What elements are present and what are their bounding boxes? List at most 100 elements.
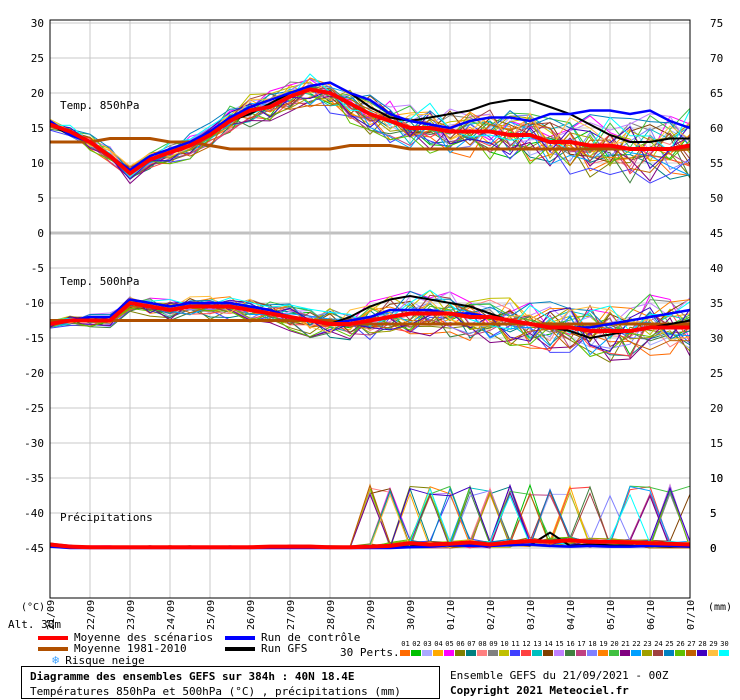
t500-mean-line xyxy=(49,300,690,333)
legend-control-label: Run de contrôle xyxy=(261,631,361,644)
t850-pert-line xyxy=(49,77,691,169)
y-left-tick: 0 xyxy=(37,227,44,240)
pert-legend-swatch xyxy=(708,650,718,656)
plot-frame xyxy=(49,19,691,599)
t500-normal-line xyxy=(50,319,690,326)
pert-legend-item: 11 xyxy=(510,640,521,656)
x-date-label: 26/09 xyxy=(246,600,257,630)
pert-legend-swatch xyxy=(521,650,531,656)
pert-legend-item: 14 xyxy=(543,640,554,656)
y-left-tick: 25 xyxy=(31,52,44,65)
pert-legend-item: 28 xyxy=(697,640,708,656)
pert-legend-swatch xyxy=(719,650,729,656)
x-date-label: 03/10 xyxy=(526,600,537,630)
pert-legend-item: 27 xyxy=(686,640,697,656)
t500-pert-line xyxy=(49,289,691,334)
pert-legend-swatch xyxy=(565,650,575,656)
legend-normal-swatch xyxy=(38,647,68,651)
y-left-tick: -40 xyxy=(24,507,44,520)
legend-mean-swatch xyxy=(38,636,68,640)
pert-legend-number: 19 xyxy=(599,640,608,648)
pert-legend-item: 13 xyxy=(532,640,543,656)
y-right-precip-tick: 0 xyxy=(710,542,717,555)
y-right-tick: 15 xyxy=(710,437,723,450)
x-date-label: 06/10 xyxy=(646,600,657,630)
pert-legend-item: 24 xyxy=(653,640,664,656)
pert-legend-number: 23 xyxy=(643,640,652,648)
pert-legend-number: 22 xyxy=(632,640,641,648)
legend-snow-label: Risque neige xyxy=(65,654,145,667)
pert-legend-number: 13 xyxy=(533,640,542,648)
x-date-label: 04/10 xyxy=(566,600,577,630)
pert-legend-swatch xyxy=(400,650,410,656)
pert-legend-swatch xyxy=(609,650,619,656)
altitude-label: Alt. 30m xyxy=(8,618,61,631)
pert-legend-number: 26 xyxy=(676,640,685,648)
pert-legend-number: 12 xyxy=(522,640,531,648)
pert-legend-swatch xyxy=(499,650,509,656)
y-left-tick: -5 xyxy=(31,262,44,275)
pert-legend-item: 02 xyxy=(411,640,422,656)
pert-legend-number: 01 xyxy=(401,640,410,648)
legend-gfs: Run GFS xyxy=(225,642,307,655)
pert-legend-swatch xyxy=(620,650,630,656)
y-right-tick: 10 xyxy=(710,472,723,485)
pert-legend-item: 04 xyxy=(433,640,444,656)
y-left-tick: -20 xyxy=(24,367,44,380)
y-right-tick: 5 xyxy=(710,507,717,520)
pert-legend-item: 05 xyxy=(444,640,455,656)
pert-legend-swatch xyxy=(664,650,674,656)
pert-legend-number: 10 xyxy=(500,640,509,648)
x-date-label: 25/09 xyxy=(206,600,217,630)
x-date-label: 24/09 xyxy=(166,600,177,630)
pert-legend-item: 18 xyxy=(587,640,598,656)
t500-pert-line xyxy=(49,303,691,363)
x-date-label: 01/10 xyxy=(446,600,457,630)
pert-legend-number: 06 xyxy=(456,640,465,648)
pert-legend-swatch xyxy=(642,650,652,656)
pert-legend-swatch xyxy=(653,650,663,656)
footer-run: Ensemble GEFS du 21/09/2021 - 00Z xyxy=(450,669,669,682)
pert-legend-number: 28 xyxy=(698,640,707,648)
y-left-tick: 30 xyxy=(31,17,44,30)
panel-title-t500: Temp. 500hPa xyxy=(60,275,139,288)
pert-legend-swatch xyxy=(422,650,432,656)
footer-subtitle: Températures 850hPa et 500hPa (°C) , pré… xyxy=(30,685,401,698)
pert-legend-swatch xyxy=(488,650,498,656)
pert-legend-swatch xyxy=(444,650,454,656)
snowflake-icon: ❄ xyxy=(52,653,60,667)
pert-legend-item: 03 xyxy=(422,640,433,656)
legend-normal-label: Moyenne 1981-2010 xyxy=(74,642,187,655)
x-date-label: 22/09 xyxy=(86,600,97,630)
pert-legend-number: 07 xyxy=(467,640,476,648)
x-date-label: 02/10 xyxy=(486,600,497,630)
y-left-tick: -15 xyxy=(24,332,44,345)
pert-legend-swatch xyxy=(433,650,443,656)
x-date-label: 27/09 xyxy=(286,600,297,630)
x-date-label: 30/09 xyxy=(406,600,417,630)
legend-control: Run de contrôle xyxy=(225,631,360,644)
x-date-label: 07/10 xyxy=(686,600,697,630)
precip-mean-line xyxy=(49,538,691,550)
y-right-tick: 35 xyxy=(710,297,723,310)
pert-legend-number: 04 xyxy=(434,640,443,648)
pert-legend-number: 09 xyxy=(489,640,498,648)
axis-labels: 302520151050-5-10-15-20-25-30-35-40-4575… xyxy=(24,17,723,630)
pert-legend-item: 20 xyxy=(609,640,620,656)
pert-legend-number: 27 xyxy=(687,640,696,648)
y-left-tick: 20 xyxy=(31,87,44,100)
y-right-tick: 20 xyxy=(710,402,723,415)
legend-gfs-label: Run GFS xyxy=(261,642,308,655)
legend-perts: 30 Perts. xyxy=(340,646,400,659)
pert-legend-number: 30 xyxy=(720,640,729,648)
y-right-unit: (mm) xyxy=(708,602,732,613)
y-left-tick: -45 xyxy=(24,542,44,555)
pert-legend-item: 21 xyxy=(620,640,631,656)
x-date-label: 21/09 xyxy=(46,600,57,630)
y-left-unit: (°C) xyxy=(21,602,45,613)
pert-legend-number: 18 xyxy=(588,640,597,648)
normal-lines xyxy=(50,137,690,326)
pert-legend-swatch xyxy=(466,650,476,656)
pert-legend-number: 15 xyxy=(555,640,564,648)
